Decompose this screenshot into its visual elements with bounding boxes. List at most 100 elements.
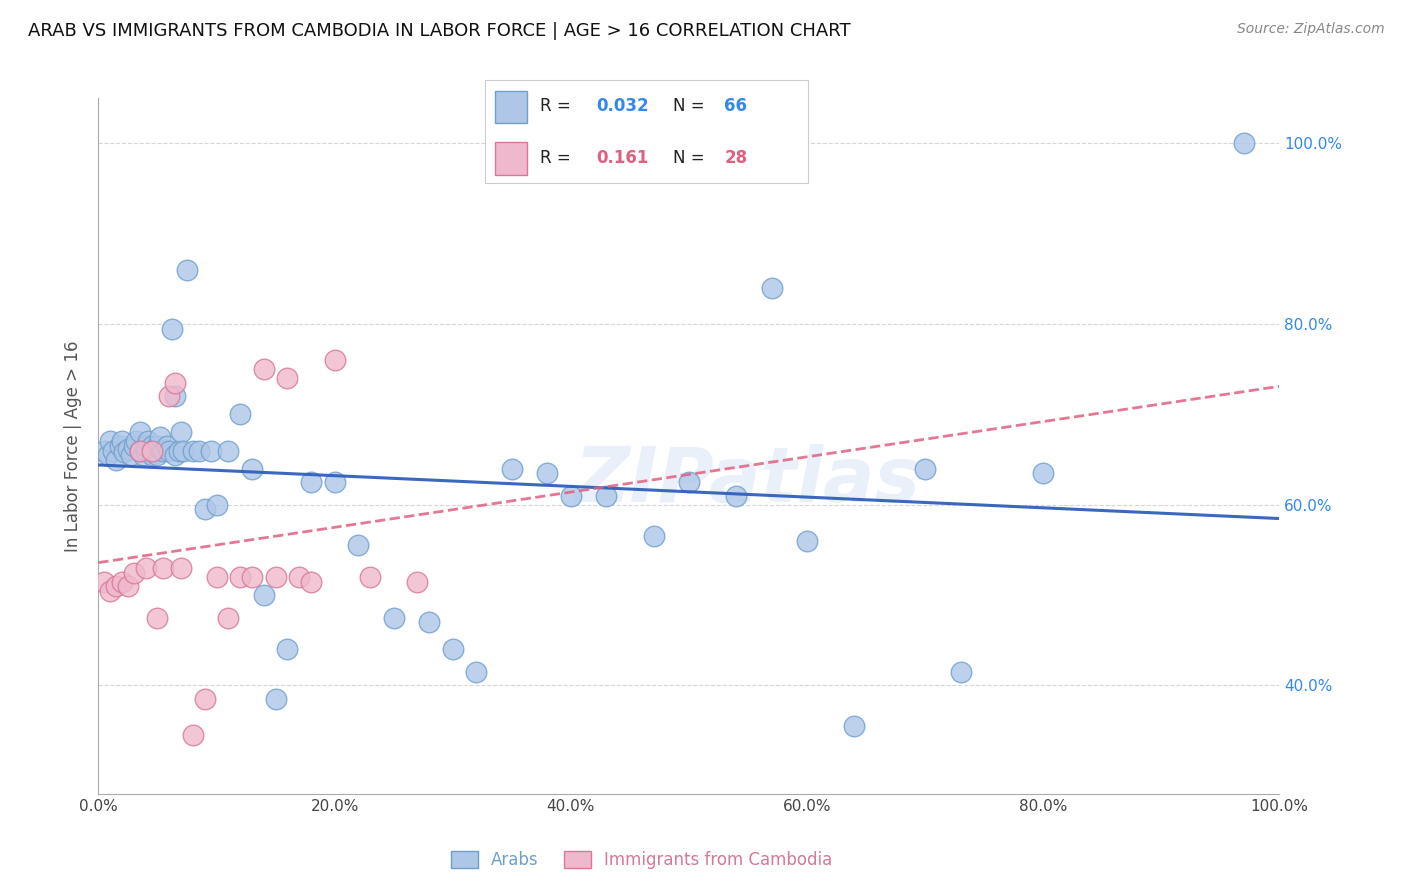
Point bbox=[240, 461, 263, 475]
Point bbox=[796, 533, 818, 548]
Text: N =: N = bbox=[672, 97, 710, 115]
Point bbox=[111, 434, 134, 449]
Point bbox=[152, 561, 174, 575]
Point bbox=[418, 615, 440, 630]
Point bbox=[149, 430, 172, 444]
Point bbox=[288, 570, 311, 584]
Bar bbox=[495, 142, 527, 175]
Point bbox=[152, 443, 174, 458]
Point bbox=[501, 461, 523, 475]
Point bbox=[135, 439, 157, 453]
Point bbox=[117, 579, 139, 593]
Point bbox=[125, 434, 148, 449]
Point bbox=[172, 443, 194, 458]
Point bbox=[157, 389, 180, 403]
Point bbox=[217, 443, 239, 458]
Point bbox=[299, 475, 322, 490]
Point bbox=[949, 665, 972, 679]
Y-axis label: In Labor Force | Age > 16: In Labor Force | Age > 16 bbox=[65, 340, 83, 552]
Point bbox=[128, 443, 150, 458]
Point bbox=[146, 448, 169, 462]
Point bbox=[167, 443, 190, 458]
Point bbox=[725, 489, 748, 503]
Point bbox=[643, 529, 665, 543]
Point bbox=[229, 408, 252, 422]
Point bbox=[253, 588, 276, 602]
Point bbox=[194, 502, 217, 516]
Point bbox=[117, 442, 139, 456]
Text: ARAB VS IMMIGRANTS FROM CAMBODIA IN LABOR FORCE | AGE > 16 CORRELATION CHART: ARAB VS IMMIGRANTS FROM CAMBODIA IN LABO… bbox=[28, 22, 851, 40]
Point bbox=[264, 570, 287, 584]
Point bbox=[143, 443, 166, 458]
Text: 0.032: 0.032 bbox=[596, 97, 650, 115]
Point bbox=[761, 281, 783, 295]
Point bbox=[181, 728, 204, 742]
Point bbox=[200, 443, 222, 458]
Point bbox=[217, 610, 239, 624]
Point bbox=[135, 561, 157, 575]
Point bbox=[141, 439, 163, 453]
Point bbox=[441, 642, 464, 657]
Point bbox=[157, 443, 180, 458]
Point bbox=[108, 439, 131, 453]
Point bbox=[128, 443, 150, 458]
Bar bbox=[495, 91, 527, 123]
Point bbox=[165, 389, 187, 403]
Point bbox=[128, 425, 150, 440]
Text: ZIPatlas: ZIPatlas bbox=[575, 444, 921, 517]
Point bbox=[253, 362, 276, 376]
Point bbox=[240, 570, 263, 584]
Point bbox=[136, 434, 159, 449]
Point bbox=[347, 538, 370, 552]
Point bbox=[93, 443, 115, 458]
Point bbox=[276, 371, 298, 385]
Point bbox=[98, 434, 121, 449]
Point bbox=[122, 566, 145, 580]
Point bbox=[112, 445, 135, 459]
Point bbox=[176, 262, 198, 277]
Text: R =: R = bbox=[540, 149, 581, 167]
Point bbox=[141, 448, 163, 462]
Point bbox=[156, 439, 179, 453]
Point bbox=[98, 583, 121, 598]
Point bbox=[406, 574, 429, 589]
Point bbox=[111, 574, 134, 589]
Point bbox=[165, 448, 187, 462]
Point bbox=[105, 452, 128, 467]
Point bbox=[560, 489, 582, 503]
Point bbox=[97, 448, 120, 462]
Text: R =: R = bbox=[540, 97, 576, 115]
Point bbox=[359, 570, 381, 584]
Point bbox=[135, 443, 157, 458]
Point bbox=[132, 448, 155, 462]
Point bbox=[146, 439, 169, 453]
Point bbox=[170, 561, 193, 575]
Point bbox=[101, 443, 124, 458]
Point bbox=[205, 498, 228, 512]
Text: Source: ZipAtlas.com: Source: ZipAtlas.com bbox=[1237, 22, 1385, 37]
Point bbox=[141, 443, 163, 458]
Point bbox=[323, 353, 346, 368]
Point bbox=[323, 475, 346, 490]
Point bbox=[536, 466, 558, 480]
Point bbox=[194, 692, 217, 706]
Point bbox=[229, 570, 252, 584]
Point bbox=[205, 570, 228, 584]
Point bbox=[914, 461, 936, 475]
Point bbox=[122, 439, 145, 453]
Point bbox=[678, 475, 700, 490]
Point bbox=[187, 443, 209, 458]
Text: N =: N = bbox=[672, 149, 710, 167]
Point bbox=[181, 443, 204, 458]
Point bbox=[160, 321, 183, 335]
Text: 28: 28 bbox=[724, 149, 748, 167]
Point bbox=[276, 642, 298, 657]
Point bbox=[264, 692, 287, 706]
Text: 0.161: 0.161 bbox=[596, 149, 650, 167]
Point bbox=[1233, 136, 1256, 151]
Point bbox=[121, 448, 143, 462]
Point bbox=[93, 574, 115, 589]
Point bbox=[382, 610, 405, 624]
Point bbox=[465, 665, 488, 679]
Point bbox=[299, 574, 322, 589]
